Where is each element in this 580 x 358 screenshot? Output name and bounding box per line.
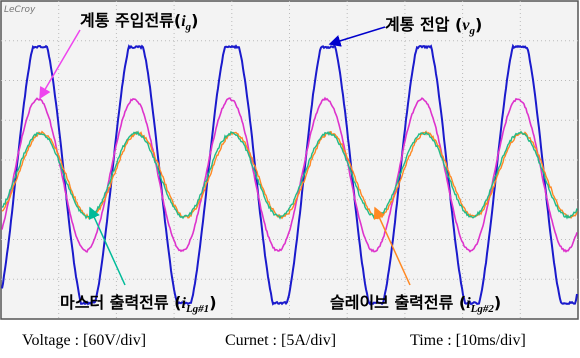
label-text: ) [475, 15, 482, 34]
label-subscript: Lg#2 [470, 303, 495, 315]
label-text: 마스터 출력전류 ( [60, 293, 182, 312]
caption-text: Time : [10ms/div] [410, 332, 526, 349]
label-text: ) [209, 293, 216, 312]
caption-text: Voltage : [60V/div] [22, 332, 146, 349]
label-text: ) [191, 11, 198, 30]
label-text: 계통 전압 ( [385, 15, 462, 34]
label-text: ) [494, 293, 501, 312]
label-subscript: Lg#1 [185, 303, 209, 315]
screenshot: LeCroy 계통 주입전류(ig)계통 전압 (vg)마스터 출력전류 (iL… [0, 0, 580, 358]
label-text: 계통 주입전류( [80, 11, 181, 30]
caption-text: Curnet : [5A/div] [225, 332, 336, 349]
logo: LeCroy [4, 5, 36, 15]
label: 계통 주입전류(ig) [80, 11, 198, 33]
page: LeCroy 계통 주입전류(ig)계통 전압 (vg)마스터 출력전류 (iL… [0, 0, 580, 358]
caption: Voltage : [60V/div] Curnet : [5A/div] Time… [22, 332, 526, 349]
label-text: 슬레이브 출력전류 ( [330, 293, 466, 312]
label: 계통 전압 (vg) [385, 15, 482, 37]
